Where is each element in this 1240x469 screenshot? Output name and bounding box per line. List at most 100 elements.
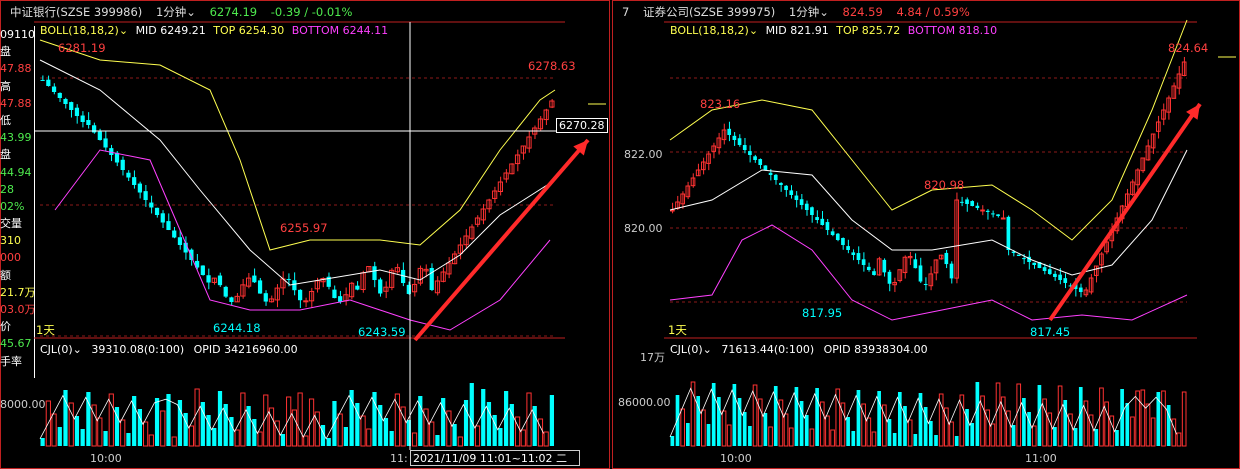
chevron-down-icon[interactable]: ⌄ (819, 5, 829, 19)
candle-body (246, 277, 252, 287)
chevron-down-icon[interactable]: ⌄ (118, 24, 129, 37)
right-cjl-label: CJL(0) (670, 343, 703, 356)
volume-bar (1031, 425, 1037, 447)
candle-body (1000, 217, 1006, 220)
candle-body (452, 253, 458, 265)
volume-bar (326, 438, 331, 446)
candle-body (332, 289, 337, 299)
volume-bar (840, 402, 846, 447)
candle-body (779, 182, 783, 185)
candle-body (928, 273, 934, 287)
volume-bar (188, 425, 194, 447)
volume-bar (773, 386, 778, 446)
chevron-down-icon[interactable]: ⌄ (748, 24, 759, 37)
right-security-name[interactable]: 证券公司(SZSE 399975) (642, 5, 776, 19)
volume-bar (923, 407, 928, 446)
left-quote-sidebar: 091101 盘 47.88 高 47.88 低 43.99 盘 44.94 28 02% 交量 310… (0, 26, 35, 378)
candle-body (1006, 216, 1011, 250)
volume-bar (143, 421, 149, 447)
right-time-label-1: 10:00 (720, 452, 752, 465)
candle-body (758, 159, 763, 165)
chevron-down-icon[interactable]: ⌄ (186, 5, 196, 19)
candle-body (965, 199, 969, 204)
candle-body (229, 297, 234, 302)
volume-bar (474, 425, 481, 447)
left-boll-legend: BOLL(18,18,2)⌄ MID 6249.21 TOP 6254.30 B… (40, 24, 388, 37)
right-period-select[interactable]: 1分钟 (788, 5, 820, 19)
volume-bar (675, 395, 680, 446)
volume-ma-line (669, 387, 1178, 438)
candle-body (960, 201, 964, 203)
candle-body (1140, 157, 1146, 172)
volume-bar (1016, 383, 1022, 447)
volume-bar (1150, 417, 1156, 447)
chevron-down-icon[interactable]: ⌄ (702, 343, 712, 356)
chevron-down-icon[interactable]: ⌄ (72, 343, 82, 356)
left-cjl-value: 39310.08(0:100) (91, 343, 185, 356)
candle-body (463, 235, 469, 246)
candle-body (86, 120, 91, 125)
left-period-select[interactable]: 1分钟 (155, 5, 187, 19)
volume-bar (763, 413, 768, 446)
right-chart-panel[interactable]: 7 证券公司(SZSE 399975) 1分钟⌄ 824.59 4.84 / 0… (612, 0, 1240, 469)
boll-top-line (39, 39, 556, 251)
candle-body (97, 131, 102, 140)
candle-body (480, 208, 486, 221)
candle-body (815, 217, 819, 220)
volume-bar (929, 421, 933, 446)
volume-bar (970, 423, 975, 446)
volume-bar (183, 413, 188, 446)
left-chart-svg[interactable]: 6281.19 6255.97 6278.63 6244.18 6243.59 1天 (0, 0, 610, 469)
volume-bar (532, 406, 537, 446)
candle-body (223, 286, 228, 297)
trend-arrow-line (413, 138, 590, 342)
left-security-name[interactable]: 中证银行(SZSE 399986) (10, 5, 143, 19)
volume-bar (768, 426, 773, 447)
volume-bar (200, 402, 205, 446)
sidebar-quote-item: 价 (0, 320, 11, 334)
volume-bar (1011, 425, 1016, 446)
candle-body (446, 262, 452, 275)
sidebar-quote-item: 高 (0, 79, 11, 93)
sidebar-quote-item: 000 (0, 251, 21, 265)
volume-bar (74, 416, 80, 446)
candle-body (286, 278, 291, 281)
candle-body (789, 190, 794, 195)
right-vol-axis-label: 86000.00 (618, 396, 671, 409)
candle-body (326, 276, 331, 287)
candle-body (1176, 73, 1182, 89)
candle-body (830, 231, 835, 235)
candle-body (872, 271, 876, 275)
volume-bar (498, 428, 503, 446)
candle-body (240, 284, 246, 297)
candle-body (1171, 85, 1177, 99)
left-boll-mid: MID 6249.21 (135, 24, 206, 37)
volume-bar (1145, 403, 1151, 447)
candle-body (172, 230, 177, 238)
candle-body (143, 191, 148, 200)
candle-body (970, 201, 975, 206)
candle-body (80, 115, 85, 122)
left-chart-panel[interactable]: 中证银行(SZSE 399986) 1分钟⌄ 6274.19 -0.39 / -… (0, 0, 610, 469)
volume-bar (212, 428, 217, 446)
volume-bar (778, 399, 784, 447)
volume-bar (229, 417, 234, 446)
candle-body (132, 177, 137, 185)
candle-body (856, 253, 861, 260)
candle-body (706, 153, 711, 164)
candle-body (711, 145, 717, 152)
candle-body (1058, 274, 1062, 280)
volume-bar (246, 406, 251, 446)
volume-bar (732, 384, 737, 446)
candle-body (768, 172, 773, 175)
candle-body (820, 218, 825, 225)
candle-body (92, 125, 97, 133)
candle-body (1135, 169, 1140, 186)
candle-body (944, 252, 949, 265)
right-chart-svg[interactable]: 823.16 820.98 824.64 817.95 817.45 1天 (612, 0, 1240, 469)
candle-body (434, 280, 441, 294)
candle-body (372, 266, 377, 281)
candle-body (549, 100, 555, 108)
candle-body (389, 269, 395, 288)
volume-bar (1027, 412, 1031, 446)
